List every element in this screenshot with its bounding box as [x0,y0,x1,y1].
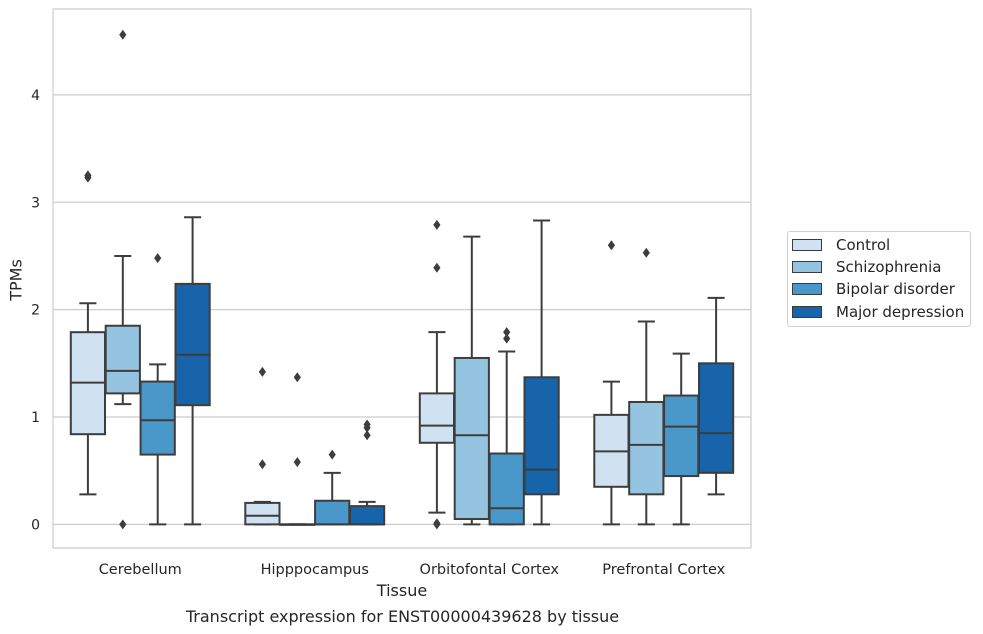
outlier-point [642,247,650,258]
box-body [139,380,176,456]
outlier-point [433,518,441,529]
box-body [663,394,700,478]
x-tick-label-prefrontal-cortex: Prefrontal Cortex [602,562,725,578]
box-prefrontal-cortex-bipolar-disorder [663,352,700,526]
outlier-point [328,449,336,460]
y-tick-labels: 0 1 2 3 4 [31,88,40,533]
outlier-point [607,240,615,251]
outlier-point [293,372,301,383]
legend-label-control: Control [836,236,891,254]
box-orbitofontal-cortex-major-depression [523,219,560,526]
box-orbitofontal-cortex-control [418,219,456,530]
legend-swatch-bipolar-disorder [792,283,822,295]
box-cerebellum-major-depression [174,216,211,526]
y-tick-label-3: 3 [31,195,40,211]
legend-item-schizophrenia: Schizophrenia [792,257,941,277]
outlier-point [154,253,162,264]
y-tick-label-1: 1 [31,410,40,426]
box-hipppocampus-major-depression [348,419,386,526]
outlier-point [258,366,266,377]
outlier-point [293,457,301,468]
outlier-point [363,430,371,441]
legend-label-schizophrenia: Schizophrenia [836,258,942,276]
box-orbitofontal-cortex-bipolar-disorder [488,327,525,526]
legend-item-major-depression: Major depression [792,302,964,322]
y-tick-label-2: 2 [31,303,40,319]
x-tick-label-orbitofontal-cortex: Orbitofontal Cortex [420,562,560,578]
x-axis-label: Tissue [376,581,428,600]
box-body [104,324,141,395]
box-prefrontal-cortex-control [593,240,630,526]
legend-label-bipolar-disorder: Bipolar disorder [836,280,955,298]
box-body [453,356,490,521]
box-hipppocampus-schizophrenia [279,372,316,526]
x-tick-label-hipppocampus: Hipppocampus [261,562,369,578]
box-body [488,452,525,526]
box-body [174,282,211,407]
plot-frame [52,8,752,549]
outlier-point [433,262,441,273]
legend-swatch-schizophrenia [792,261,822,273]
y-tick-label-4: 4 [31,88,40,104]
chart-caption: Transcript expression for ENST0000043962… [185,607,620,626]
box-body [523,376,560,496]
outlier-point [363,419,371,430]
outlier-point [119,29,127,40]
x-tick-labels: Cerebellum Hipppocampus Orbitofontal Corte… [99,562,726,578]
legend-swatch-major-depression [792,306,822,318]
box-cerebellum-control [69,170,107,496]
box-body [348,505,386,526]
x-tick-label-cerebellum: Cerebellum [99,562,182,578]
y-tick-label-0: 0 [31,517,40,533]
box-hipppocampus-bipolar-disorder [314,449,351,526]
box-body [244,501,281,526]
legend-swatch-control [792,239,822,251]
box-body [314,499,351,526]
box-prefrontal-cortex-schizophrenia [628,247,665,526]
legend-label-major-depression: Major depression [836,303,965,321]
box-cerebellum-schizophrenia [104,29,141,530]
box-hipppocampus-control [244,366,281,526]
box-body [628,400,665,496]
outlier-point [258,459,266,470]
box-prefrontal-cortex-major-depression [697,296,735,496]
legend-item-bipolar-disorder: Bipolar disorder [792,279,955,299]
outlier-point [503,333,511,344]
box-body [697,362,735,474]
legend: Control Schizophrenia Bipolar disorder M… [787,231,971,327]
legend-item-control: Control [792,235,890,255]
outlier-point [119,519,127,530]
box-cerebellum-bipolar-disorder [139,253,176,526]
box-groups [69,29,735,530]
box-body [418,392,456,444]
box-orbitofontal-cortex-schizophrenia [453,235,490,526]
y-axis-label: TPMs [6,259,26,301]
outlier-point [84,170,92,181]
outlier-point [433,219,441,230]
outlier-point [503,327,511,338]
